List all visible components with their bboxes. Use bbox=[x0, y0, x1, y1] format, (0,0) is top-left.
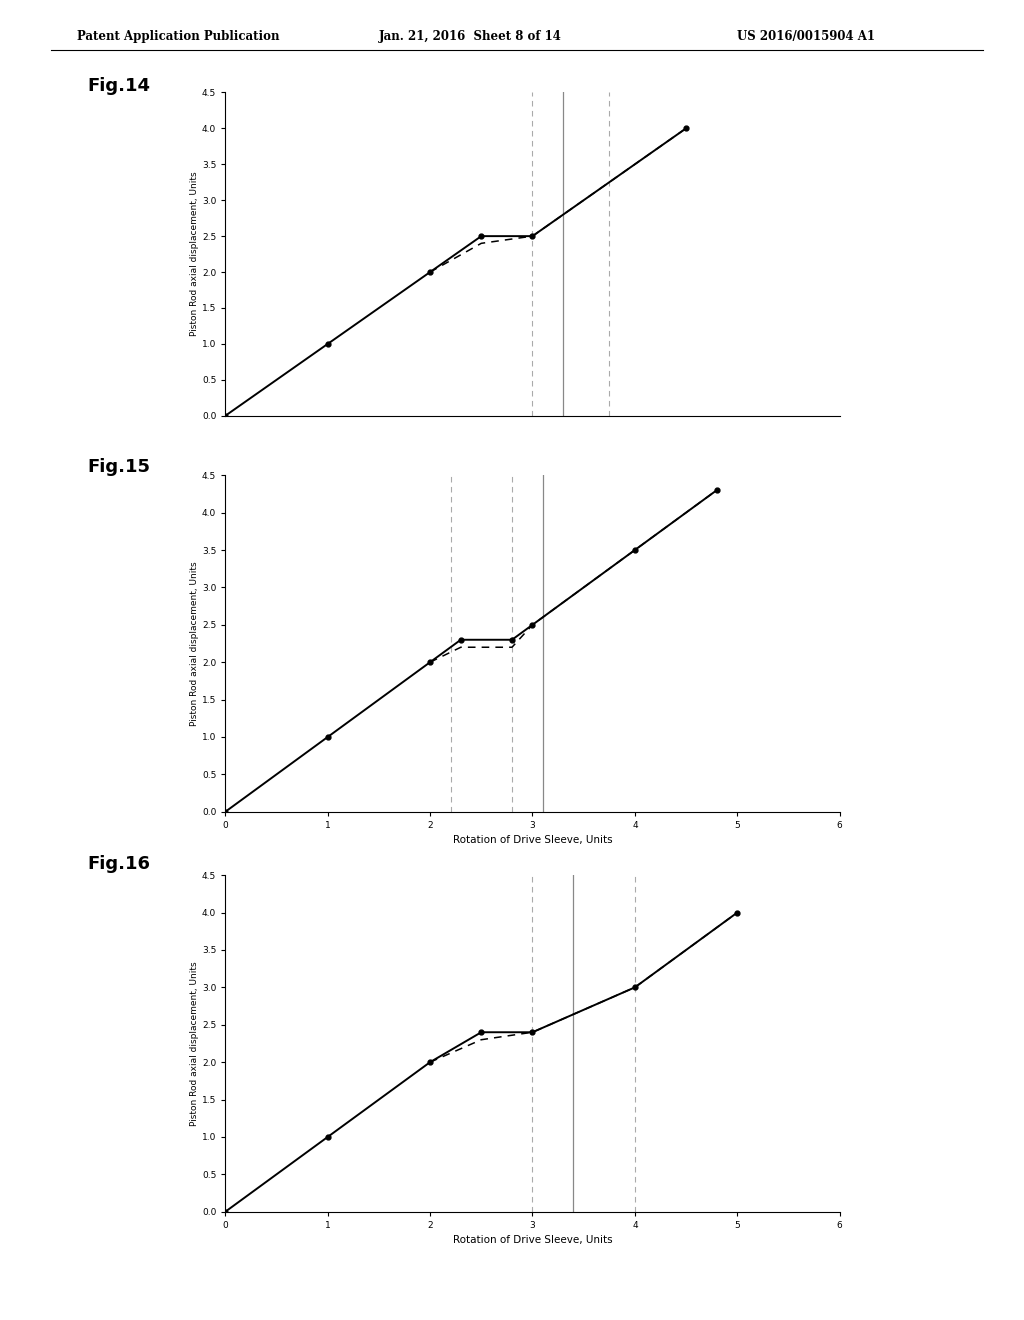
Y-axis label: Piston Rod axial displacement, Units: Piston Rod axial displacement, Units bbox=[190, 172, 199, 337]
Y-axis label: Piston Rod axial displacement, Units: Piston Rod axial displacement, Units bbox=[190, 961, 199, 1126]
Text: Fig.14: Fig.14 bbox=[87, 77, 151, 95]
Text: US 2016/0015904 A1: US 2016/0015904 A1 bbox=[737, 30, 876, 44]
Text: Fig.15: Fig.15 bbox=[87, 458, 151, 477]
Text: Patent Application Publication: Patent Application Publication bbox=[77, 30, 280, 44]
X-axis label: Rotation of Drive Sleeve, Units: Rotation of Drive Sleeve, Units bbox=[453, 1236, 612, 1245]
Text: Jan. 21, 2016  Sheet 8 of 14: Jan. 21, 2016 Sheet 8 of 14 bbox=[379, 30, 562, 44]
X-axis label: Rotation of Drive Sleeve, Units: Rotation of Drive Sleeve, Units bbox=[453, 836, 612, 845]
Y-axis label: Piston Rod axial displacement, Units: Piston Rod axial displacement, Units bbox=[190, 561, 199, 726]
Text: Fig.16: Fig.16 bbox=[87, 855, 151, 874]
